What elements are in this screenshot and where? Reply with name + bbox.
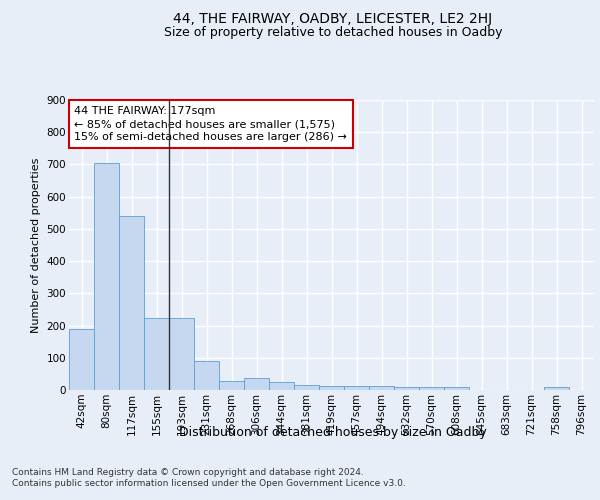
Bar — [269, 382, 294, 390]
Bar — [69, 329, 94, 390]
Text: Distribution of detached houses by size in Oadby: Distribution of detached houses by size … — [179, 426, 487, 439]
Text: Size of property relative to detached houses in Oadby: Size of property relative to detached ho… — [164, 26, 502, 39]
Bar — [419, 387, 444, 390]
Bar — [244, 378, 269, 390]
Bar — [294, 385, 319, 390]
Bar — [194, 361, 219, 390]
Bar — [544, 388, 569, 390]
Bar — [394, 388, 419, 390]
Text: 44, THE FAIRWAY, OADBY, LEICESTER, LE2 2HJ: 44, THE FAIRWAY, OADBY, LEICESTER, LE2 2… — [173, 12, 493, 26]
Text: Contains HM Land Registry data © Crown copyright and database right 2024.
Contai: Contains HM Land Registry data © Crown c… — [12, 468, 406, 487]
Bar — [94, 163, 119, 390]
Bar — [169, 318, 194, 390]
Y-axis label: Number of detached properties: Number of detached properties — [31, 158, 41, 332]
Bar — [344, 386, 369, 390]
Bar — [144, 318, 169, 390]
Bar — [369, 386, 394, 390]
Bar — [444, 388, 469, 390]
Bar — [319, 386, 344, 390]
Bar — [219, 381, 244, 390]
Bar — [119, 216, 144, 390]
Text: 44 THE FAIRWAY: 177sqm
← 85% of detached houses are smaller (1,575)
15% of semi-: 44 THE FAIRWAY: 177sqm ← 85% of detached… — [74, 106, 347, 142]
